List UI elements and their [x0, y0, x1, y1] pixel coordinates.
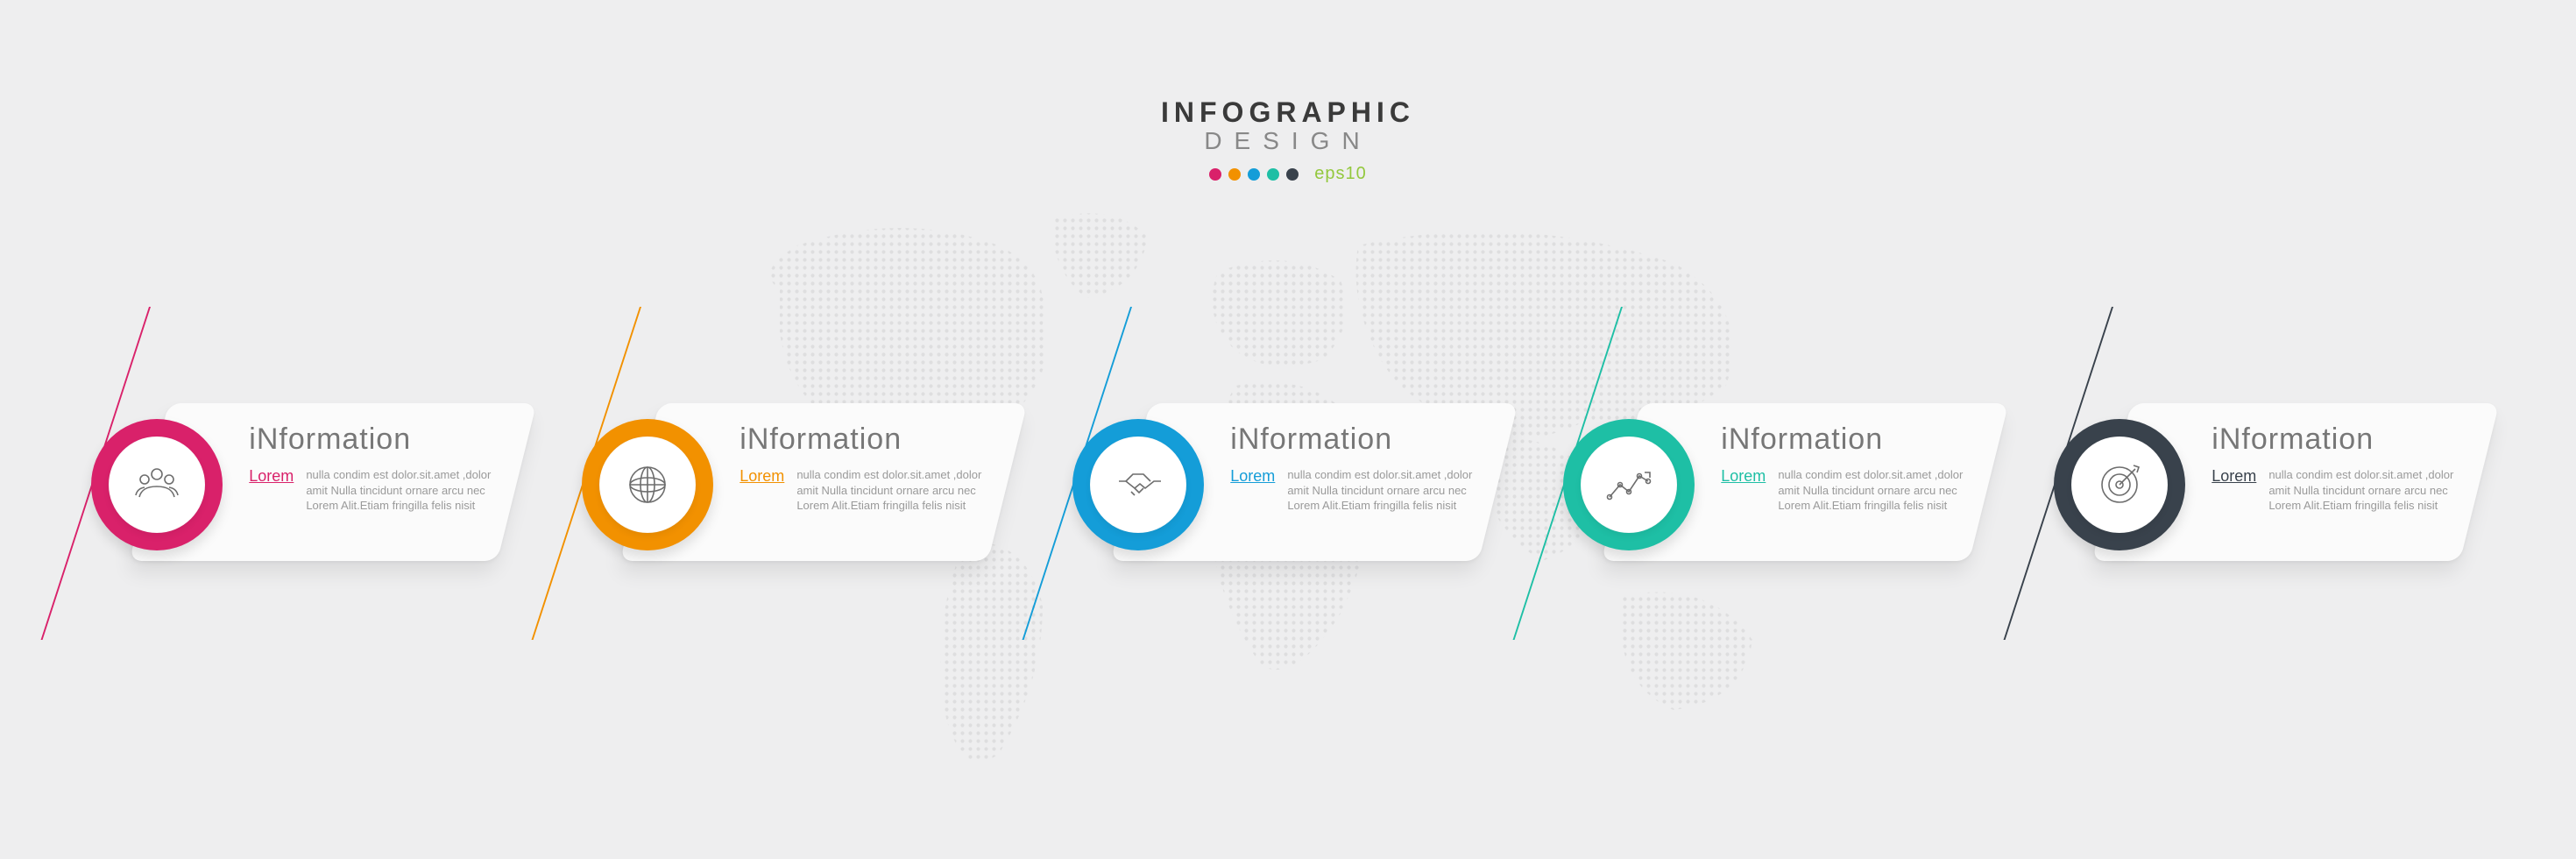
header-row: eps10 — [1161, 164, 1415, 184]
people-icon — [132, 460, 181, 509]
header-dot-5 — [1286, 168, 1299, 181]
header-title: INFOGRAPHIC — [1161, 96, 1415, 129]
header-subtitle: DESIGN — [1161, 127, 1415, 155]
step-1: iNformation Lorem nulla condim est dolor.s… — [96, 377, 517, 587]
step-title: iNformation — [249, 422, 503, 457]
step-lorem-link[interactable]: Lorem — [1230, 467, 1275, 514]
step-ring-inner — [1090, 437, 1186, 533]
step-2: iNformation Lorem nulla condim est dolor.s… — [587, 377, 1008, 587]
header-dot-4 — [1267, 168, 1279, 181]
header-dot-2 — [1228, 168, 1241, 181]
step-lorem-link[interactable]: Lorem — [2212, 467, 2256, 514]
step-lorem-link[interactable]: Lorem — [1721, 467, 1766, 514]
steps-row: iNformation Lorem nulla condim est dolor.s… — [0, 377, 2576, 587]
step-title: iNformation — [1721, 422, 1975, 457]
target-icon — [2095, 460, 2144, 509]
handshake-icon — [1114, 460, 1163, 509]
step-5: iNformation Lorem nulla condim est dolor.s… — [2059, 377, 2480, 587]
step-title: iNformation — [740, 422, 994, 457]
step-ring-inner — [109, 437, 205, 533]
step-description: nulla condim est dolor.sit.amet ,dolor a… — [796, 467, 994, 514]
step-description: nulla condim est dolor.sit.amet ,dolor a… — [306, 467, 503, 514]
step-description: nulla condim est dolor.sit.amet ,dolor a… — [2268, 467, 2466, 514]
step-ring-inner — [599, 437, 696, 533]
step-4: iNformation Lorem nulla condim est dolor.s… — [1568, 377, 1989, 587]
header-eps: eps10 — [1314, 164, 1367, 184]
globe-icon — [623, 460, 672, 509]
step-description: nulla condim est dolor.sit.amet ,dolor a… — [1778, 467, 1975, 514]
step-3: iNformation Lorem nulla condim est dolor.s… — [1078, 377, 1498, 587]
header: INFOGRAPHIC DESIGN eps10 — [1161, 96, 1415, 184]
step-lorem-link[interactable]: Lorem — [740, 467, 784, 514]
step-ring-inner — [1581, 437, 1677, 533]
step-title: iNformation — [2212, 422, 2466, 457]
header-dot-1 — [1209, 168, 1221, 181]
step-lorem-link[interactable]: Lorem — [249, 467, 294, 514]
header-dot-3 — [1248, 168, 1260, 181]
step-ring-inner — [2071, 437, 2168, 533]
chart-icon — [1604, 460, 1653, 509]
step-title: iNformation — [1230, 422, 1484, 457]
step-description: nulla condim est dolor.sit.amet ,dolor a… — [1287, 467, 1484, 514]
header-dots — [1209, 168, 1299, 181]
